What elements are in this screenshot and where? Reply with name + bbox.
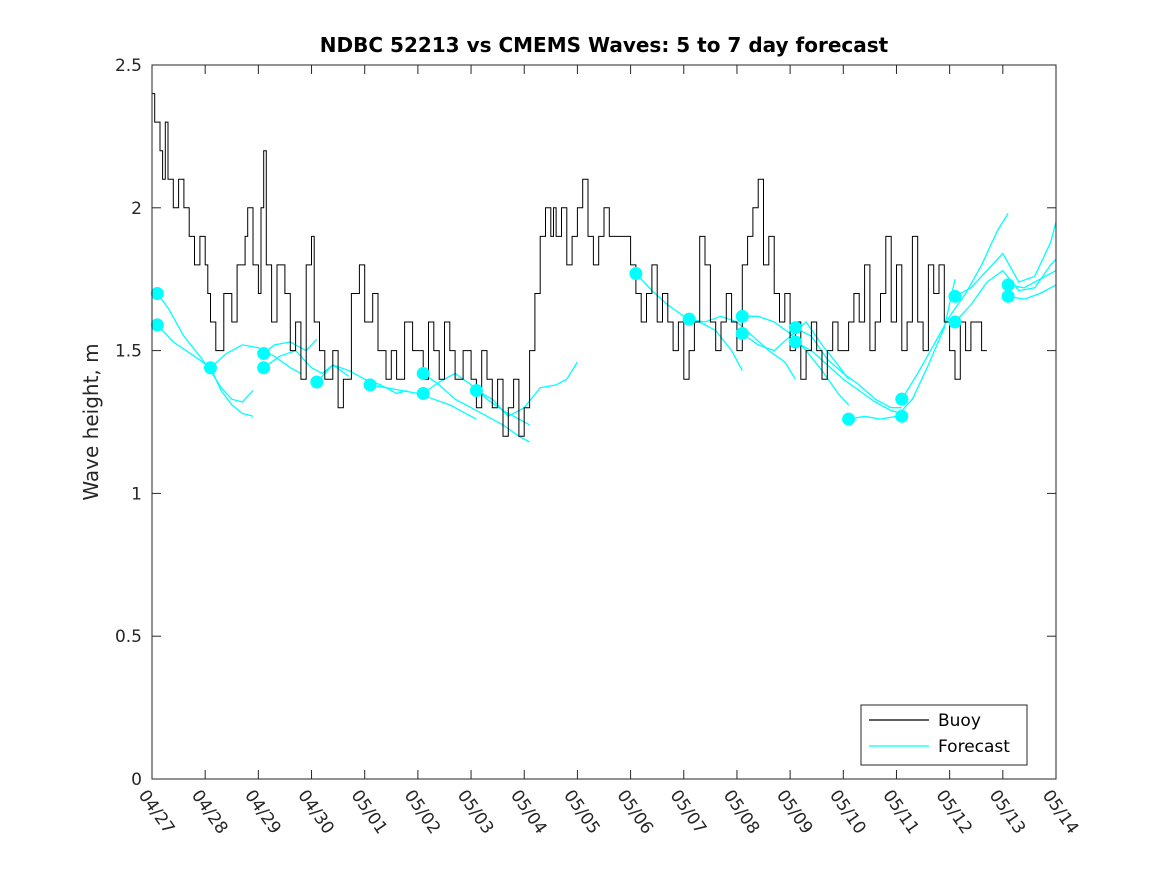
forecast-line — [156, 324, 254, 417]
forecast-line — [422, 372, 530, 443]
y-tick-label: 1 — [131, 484, 142, 504]
forecast-marker — [788, 335, 802, 349]
forecast-marker — [416, 366, 430, 380]
buoy-line — [152, 93, 987, 437]
forecast-marker — [895, 409, 909, 423]
legend-forecast-label: Forecast — [938, 737, 1010, 757]
forecast-line — [1007, 284, 1057, 300]
legend-box — [860, 704, 1028, 766]
forecast-line — [476, 361, 578, 418]
forecast-marker — [842, 412, 856, 426]
y-tick-label: 2.5 — [115, 56, 142, 76]
forecast-marker — [469, 384, 483, 398]
plot-area — [152, 65, 1056, 779]
axes — [151, 64, 1057, 780]
forecast-marker — [257, 346, 271, 360]
forecast-marker — [682, 312, 696, 326]
axes-frame — [151, 64, 1057, 780]
forecast-marker — [948, 315, 962, 329]
y-tick-label: 2 — [131, 199, 142, 219]
forecast-line — [848, 279, 956, 420]
forecast-marker — [363, 378, 377, 392]
forecast-line — [210, 344, 302, 374]
forecast-marker — [150, 318, 164, 332]
legend: Buoy Forecast — [860, 704, 1028, 766]
forecast-marker — [735, 309, 749, 323]
y-tick-label: 0.5 — [115, 627, 142, 647]
y-tick-label: 1.5 — [115, 342, 142, 362]
forecast-marker — [150, 286, 164, 300]
forecast-line — [795, 341, 902, 415]
forecast-marker — [1001, 278, 1015, 292]
forecast-marker — [895, 392, 909, 406]
forecast-marker — [788, 321, 802, 335]
forecast-marker — [629, 266, 643, 280]
forecast-marker — [735, 326, 749, 340]
forecast-line — [901, 213, 1009, 400]
forecast-marker — [203, 361, 217, 375]
forecast-line — [795, 327, 902, 409]
forecast-line — [954, 221, 1057, 297]
buoy-series — [152, 93, 987, 437]
forecast-marker — [1001, 289, 1015, 303]
legend-buoy-label: Buoy — [938, 711, 981, 731]
y-axis-label: Wave height, m — [79, 343, 103, 500]
forecast-marker — [310, 375, 324, 389]
y-axis-ticks: 0 0.5 1 1.5 2 2.5 — [115, 56, 1056, 790]
chart-title: NDBC 52213 vs CMEMS Waves: 5 to 7 day fo… — [320, 33, 889, 57]
forecast-marker — [416, 386, 430, 400]
forecast-line — [1007, 270, 1057, 289]
forecast-marker — [257, 361, 271, 375]
forecast-markers — [150, 266, 1015, 426]
forecast-marker — [948, 289, 962, 303]
y-tick-label: 0 — [131, 770, 142, 790]
